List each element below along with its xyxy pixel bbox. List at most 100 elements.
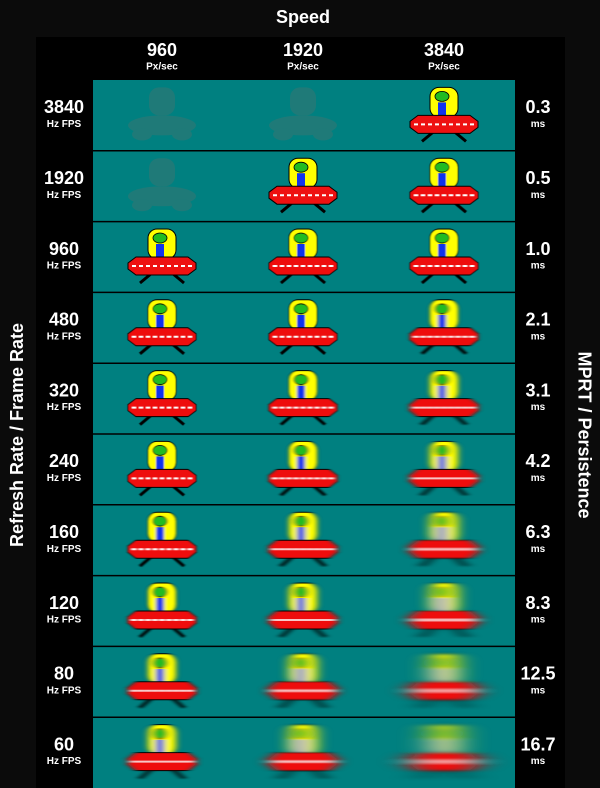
refresh-unit: Hz FPS (47, 261, 82, 272)
alien-head (434, 515, 450, 527)
alien-body (156, 456, 164, 471)
alien-body (297, 385, 305, 400)
alien-body (438, 244, 446, 258)
alien-body (438, 173, 446, 188)
alien-head (434, 91, 450, 102)
alien-head (293, 444, 309, 456)
ufo (127, 582, 197, 639)
refresh-rate: 3840 (44, 97, 84, 117)
alien-body (438, 102, 446, 117)
column-speed: 1920 (283, 40, 323, 60)
alien-body (297, 456, 305, 471)
refresh-unit: Hz FPS (47, 190, 82, 201)
mprt-value: 8.3 (525, 593, 550, 613)
ghost-leg (132, 128, 152, 141)
mprt-unit: ms (531, 544, 546, 555)
ufo (268, 370, 338, 426)
refresh-unit: Hz FPS (47, 331, 82, 342)
alien-body (297, 739, 305, 754)
alien-head (434, 374, 450, 386)
ufo (409, 86, 479, 143)
alien-head (293, 586, 309, 598)
alien-head (152, 303, 168, 315)
alien-body (156, 314, 164, 329)
ufo (409, 582, 479, 639)
ufo (127, 228, 197, 285)
refresh-rate: 80 (54, 664, 74, 684)
ghost-dome (290, 87, 316, 116)
refresh-unit: Hz FPS (47, 615, 82, 626)
column-unit: Px/sec (287, 62, 319, 73)
refresh-rate: 60 (54, 734, 74, 754)
ghost-dome (149, 158, 175, 187)
alien-head (293, 303, 309, 315)
alien-body (297, 668, 305, 683)
mprt-value: 4.2 (525, 451, 550, 471)
mprt-value: 16.7 (520, 734, 555, 754)
ufo (409, 511, 479, 568)
ghost-leg (132, 199, 152, 212)
alien-head (152, 728, 168, 739)
alien-body (156, 385, 164, 400)
ufo (409, 653, 479, 709)
ufo (127, 370, 197, 426)
refresh-unit: Hz FPS (47, 473, 82, 484)
mprt-unit: ms (531, 402, 546, 413)
refresh-rate: 960 (49, 239, 79, 259)
ufo (268, 228, 338, 285)
alien-body (297, 173, 305, 188)
ghost-ufo (269, 87, 337, 141)
alien-head (152, 232, 168, 244)
alien-head (293, 232, 309, 244)
ufo (268, 582, 338, 639)
alien-head (293, 657, 309, 669)
left-label: Refresh Rate / Frame Rate (7, 323, 27, 547)
ghost-leg (273, 128, 293, 141)
alien-body (156, 598, 164, 612)
refresh-unit: Hz FPS (47, 685, 82, 696)
alien-body (156, 668, 164, 683)
alien-head (434, 444, 450, 456)
refresh-rate: 480 (49, 310, 79, 330)
column-speed: 3840 (424, 40, 464, 60)
mprt-value: 6.3 (525, 522, 550, 542)
alien-head (434, 728, 450, 739)
ghost-leg (172, 128, 192, 141)
column-speed: 960 (147, 40, 177, 60)
refresh-unit: Hz FPS (47, 119, 82, 130)
mprt-unit: ms (531, 473, 546, 484)
refresh-rate: 160 (49, 522, 79, 542)
ghost-ufo (128, 87, 196, 141)
alien-body (438, 739, 446, 754)
ufo (409, 157, 479, 214)
alien-head (152, 515, 168, 527)
mprt-value: 1.0 (525, 239, 550, 259)
alien-body (156, 244, 164, 258)
alien-body (438, 668, 446, 683)
ufo (409, 228, 479, 285)
refresh-rate: 1920 (44, 168, 84, 188)
ghost-leg (172, 199, 192, 212)
title: Speed (276, 7, 330, 27)
alien-head (293, 374, 309, 386)
column-unit: Px/sec (146, 62, 178, 73)
ufo (268, 511, 338, 568)
alien-body (297, 527, 305, 542)
ufo (409, 724, 479, 780)
mprt-value: 3.1 (525, 380, 550, 400)
mprt-unit: ms (531, 190, 546, 201)
alien-head (293, 728, 309, 739)
ufo (127, 440, 197, 497)
ufo (268, 724, 338, 780)
mprt-value: 0.3 (525, 97, 550, 117)
alien-body (438, 456, 446, 471)
ghost-dome (149, 87, 175, 116)
ufo (409, 299, 479, 355)
alien-head (152, 657, 168, 669)
ufo (268, 440, 338, 497)
refresh-unit: Hz FPS (47, 756, 82, 767)
alien-body (438, 598, 446, 612)
alien-body (438, 385, 446, 400)
